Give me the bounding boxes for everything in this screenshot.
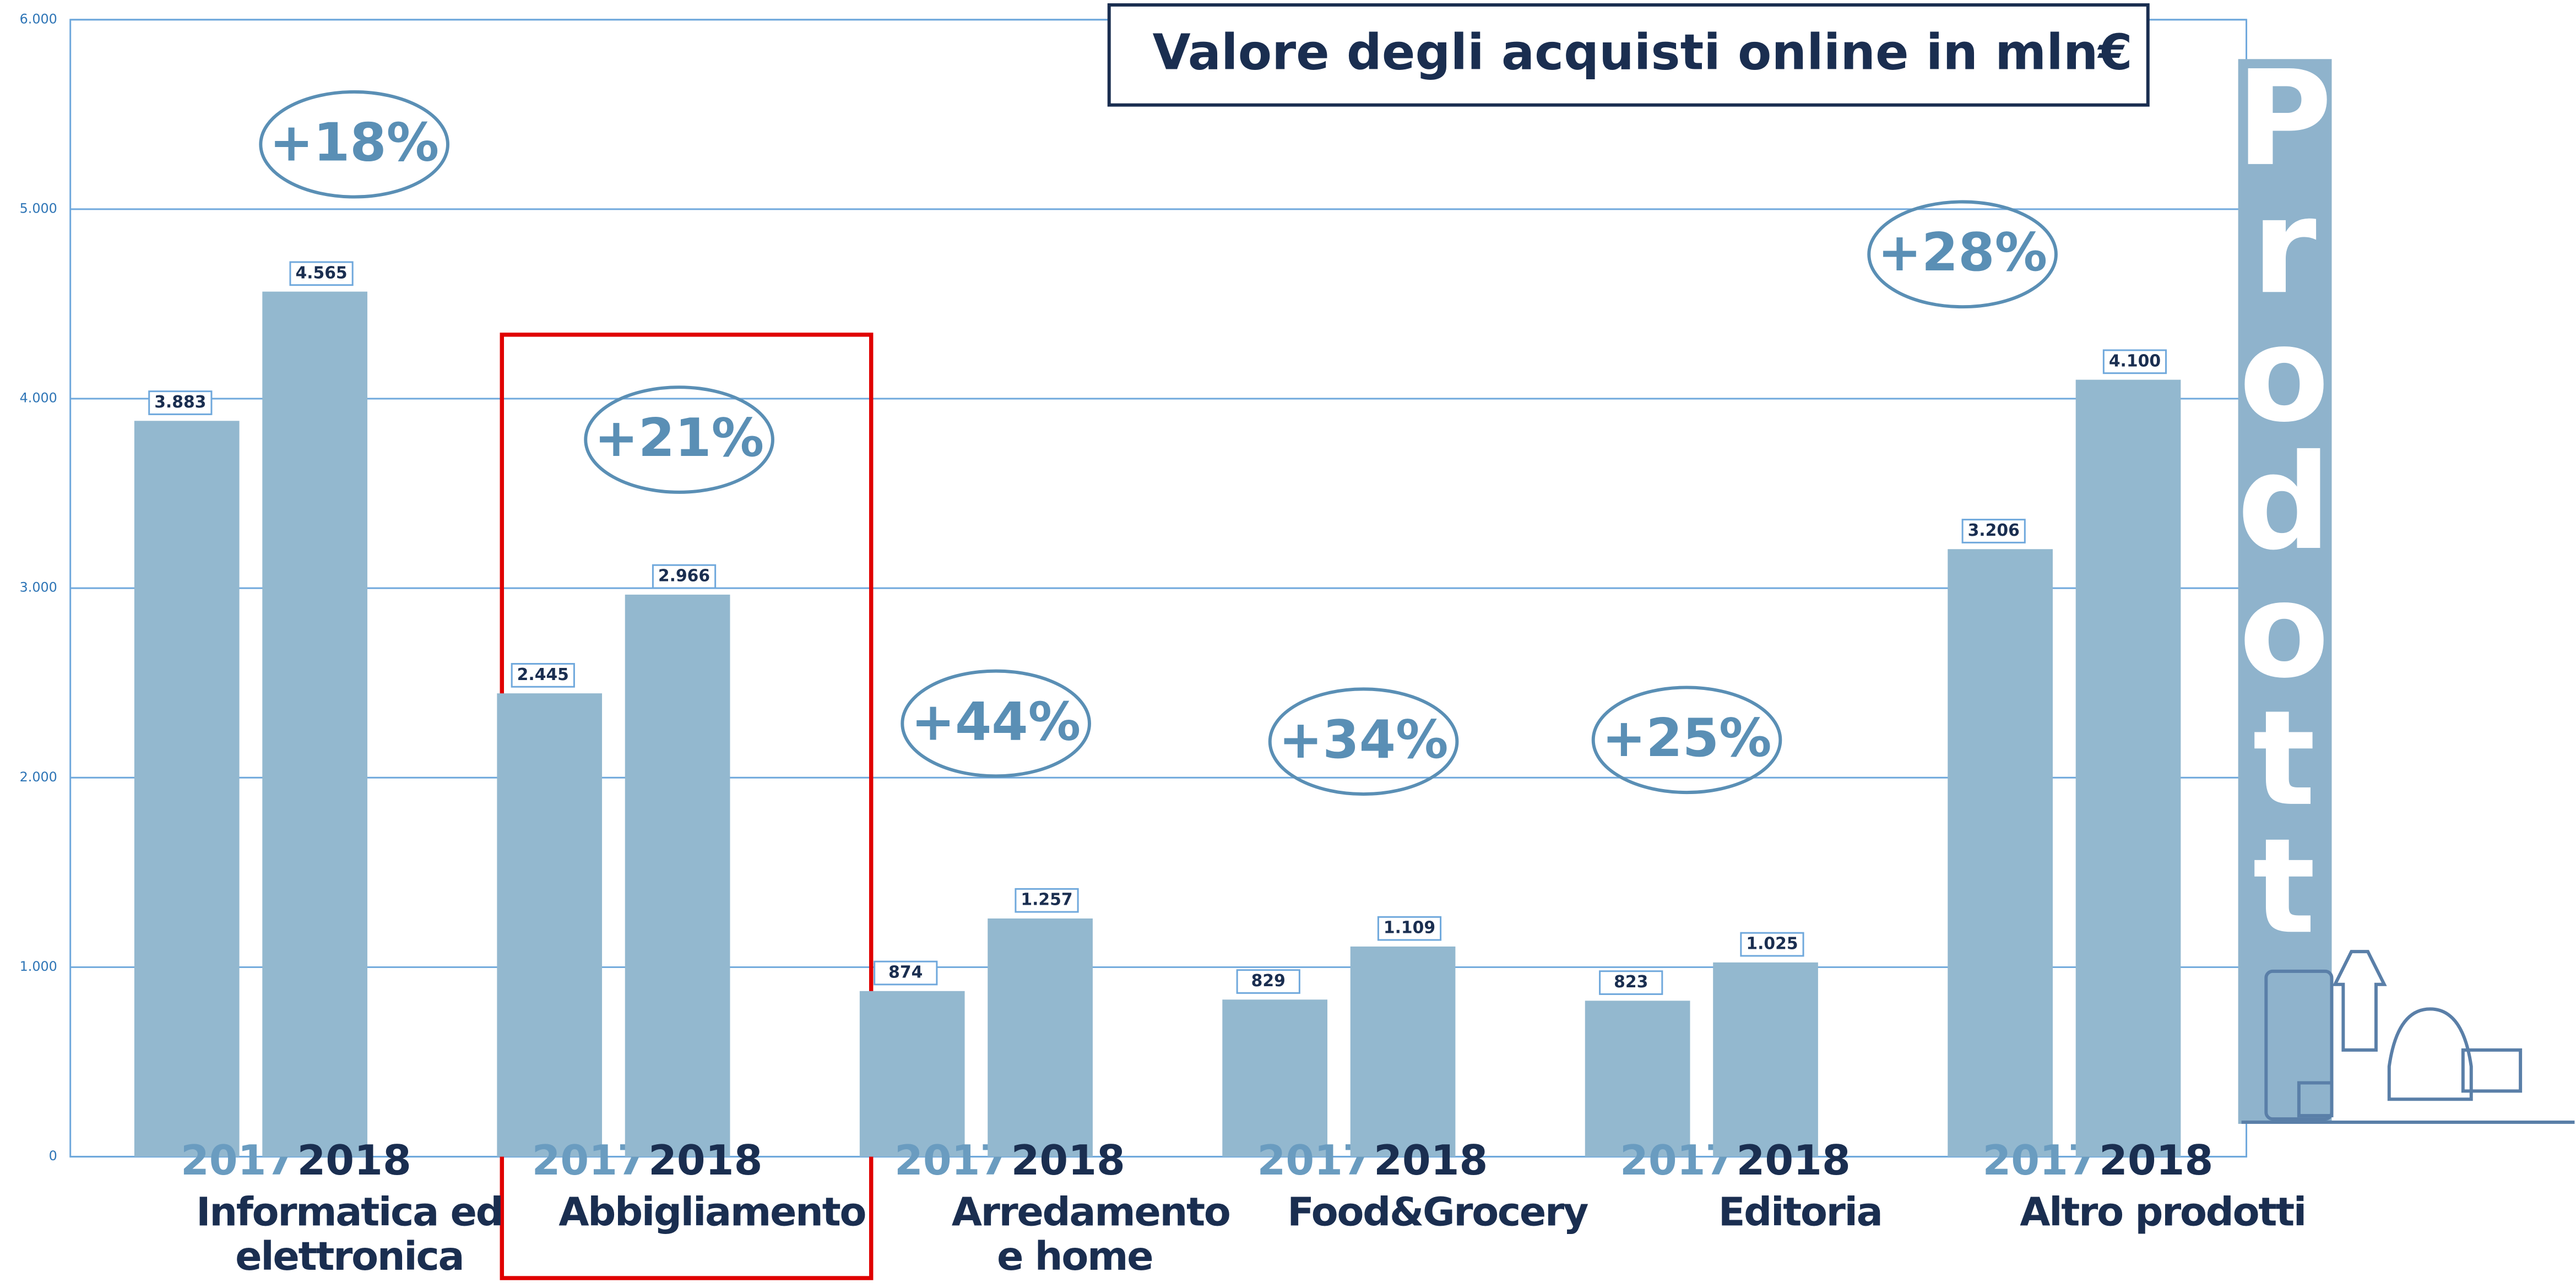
bar [497,693,603,1157]
bar [859,991,965,1157]
value-label: 1.257 [1021,890,1072,910]
bar [1350,946,1456,1157]
value-label-box [289,261,354,286]
series-label: 2018 [1737,1137,1851,1184]
value-label: 823 [1614,972,1648,992]
value-label-box [148,390,213,415]
side-letter: P [2236,43,2333,195]
side-letter: o [2239,554,2329,707]
category-label: Altro prodotti [2020,1191,2307,1236]
value-label: 2.445 [517,665,569,684]
category-label-box: Food&Grocery [1287,1191,1588,1236]
category-label-box: Altro prodotti [2020,1191,2307,1236]
y-tick-label: 6.000 [20,11,57,26]
value-label-box [652,564,717,589]
side-letter: t [2253,683,2315,835]
annotation: +18% [269,113,439,173]
y-tick-label: 2.000 [20,769,57,785]
y-tick-label: 1.000 [20,959,57,974]
value-label-box [1236,969,1300,994]
value-label-box [1377,916,1442,941]
annotation-ellipse [1268,687,1459,796]
bar [134,421,240,1157]
annotation-ellipse [584,385,774,494]
value-label: 3.206 [1968,521,2020,540]
category-label: Informatica ed elettronica [196,1191,504,1280]
category-label-box: Abbigliamento [558,1191,866,1236]
bar [1948,549,2053,1157]
annotation: +44% [911,692,1081,752]
value-label: 4.100 [2109,351,2161,371]
side-letter: r [2252,171,2317,323]
annotation: +21% [594,408,764,469]
side-letter: t [2253,811,2315,963]
value-label-box [1015,888,1079,913]
bar [1713,962,1818,1157]
category-label: Food&Grocery [1287,1191,1588,1236]
category-label-box: Editoria [1718,1191,1883,1236]
bar [625,594,730,1157]
category-label: Editoria [1718,1191,1883,1236]
value-label: 4.565 [295,263,347,282]
value-label: 1.109 [1384,918,1435,938]
side-letter: o [2239,299,2329,452]
value-label-box [2102,349,2167,374]
value-label-box [1961,519,2026,543]
category-label: Abbigliamento [558,1191,866,1236]
value-label-box [1740,932,1804,957]
bar [1222,999,1328,1157]
annotation-ellipse [1867,200,2058,309]
y-tick-label: 0 [49,1148,57,1164]
annotation-ellipse [259,90,449,199]
value-label: 1.025 [1746,934,1798,954]
annotation-ellipse [1591,686,1782,795]
value-label-box [874,960,938,986]
side-letter: d [2237,427,2331,579]
bar [988,918,1093,1157]
side-band [2238,59,2332,1124]
value-label-box [1599,970,1663,995]
value-label: 874 [888,963,923,982]
chart-title: Valore degli acquisti online in mln€ [1152,24,2132,81]
bar [2075,379,2181,1157]
value-label: 2.966 [658,567,710,586]
annotation: +25% [1602,708,1771,769]
y-tick-label: 3.000 [20,580,57,595]
series-label: 2018 [2099,1137,2213,1184]
y-tick-label: 5.000 [20,200,57,216]
value-label: 3.883 [154,393,206,412]
annotation: +28% [1878,222,2047,283]
value-label-box [511,663,575,688]
series-label: 2018 [648,1137,762,1184]
category-label-box: Arredamento e home living [951,1191,1231,1283]
category-label-box: Informatica ed elettronica [196,1191,504,1280]
bar [1585,1001,1690,1157]
series-label: 2018 [1011,1137,1125,1184]
value-label: 829 [1251,971,1286,991]
furniture-icon [2241,950,2575,1124]
series-label: 2018 [297,1137,411,1184]
annotation: +34% [1279,710,1449,770]
y-tick-label: 4.000 [20,390,57,406]
title-box [1107,3,2150,107]
bar [262,291,367,1157]
category-label: Arredamento e home living [951,1191,1231,1283]
series-label: 2018 [1374,1137,1488,1184]
annotation-ellipse [901,669,1091,778]
